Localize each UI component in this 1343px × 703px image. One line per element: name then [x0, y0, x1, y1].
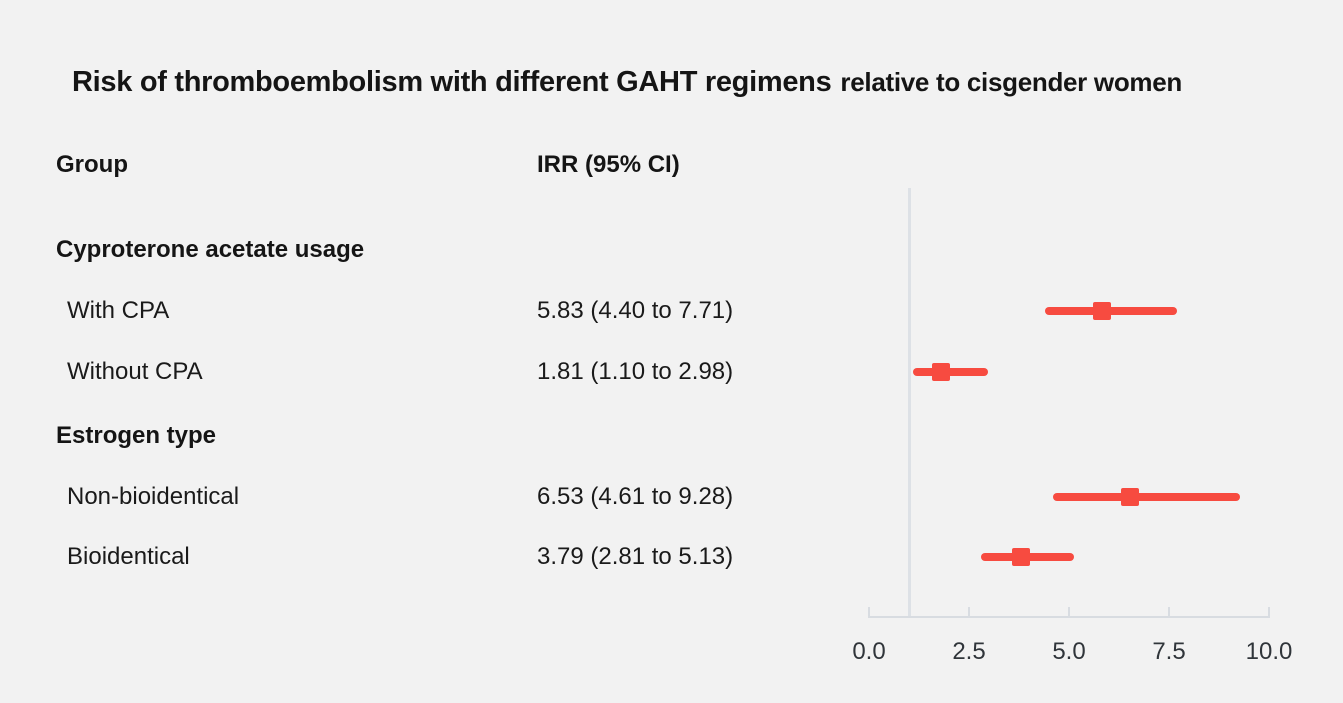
chart-title-main: Risk of thromboembolism with different G…: [72, 66, 832, 98]
ci-bar: [1053, 493, 1241, 501]
group-item-label: With CPA: [67, 297, 170, 324]
chart-title: Risk of thromboembolism with different G…: [72, 66, 1182, 99]
axis-tick: [1168, 607, 1170, 616]
point-estimate-marker: [1011, 548, 1030, 566]
x-axis-line: [868, 616, 1270, 618]
point-estimate-marker: [932, 363, 951, 381]
group-item-label: Without CPA: [67, 358, 203, 385]
chart-title-suffix: relative to cisgender women: [840, 67, 1182, 97]
axis-tick: [1068, 607, 1070, 616]
irr-value: 3.79 (2.81 to 5.13): [537, 543, 734, 570]
point-estimate-marker: [1093, 302, 1112, 320]
column-header-group: Group: [56, 151, 128, 178]
axis-tick-label: 5.0: [1052, 638, 1086, 665]
axis-tick: [968, 607, 970, 616]
irr-value: 6.53 (4.61 to 9.28): [537, 483, 734, 510]
axis-tick-label: 7.5: [1152, 638, 1186, 665]
group-item-label: Bioidentical: [67, 543, 190, 570]
group-section-label: Estrogen type: [56, 422, 217, 449]
reference-line: [907, 188, 911, 618]
ci-bar: [1045, 307, 1178, 315]
axis-tick-label: 2.5: [952, 638, 986, 665]
axis-tick-label: 0.0: [852, 638, 886, 665]
group-section-label: Cyproterone acetate usage: [56, 236, 365, 263]
axis-tick: [868, 607, 870, 616]
ci-bar: [913, 368, 989, 376]
point-estimate-marker: [1121, 488, 1140, 506]
column-header-irr: IRR (95% CI): [537, 151, 680, 178]
irr-value: 5.83 (4.40 to 7.71): [537, 297, 734, 324]
axis-tick-label: 10.0: [1245, 638, 1293, 665]
axis-tick: [1268, 607, 1270, 616]
group-item-label: Non-bioidentical: [67, 483, 240, 510]
irr-value: 1.81 (1.10 to 2.98): [537, 358, 734, 385]
